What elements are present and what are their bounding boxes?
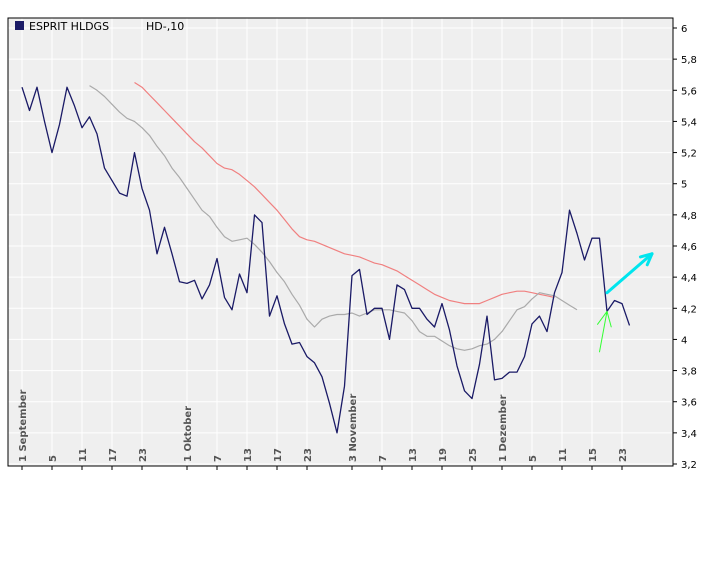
green-arrow [597,310,612,353]
plot-area [8,18,673,466]
y-tick-label: 5,8 [681,55,697,66]
legend: ESPRIT HLDGS HD-,10 [15,20,184,33]
y-tick-label: 5,6 [681,86,697,97]
x-tick-label: 7 [213,455,224,462]
x-tick-label: 1 September [18,389,29,462]
y-axis: 6 5,8 5,6 5,4 5,2 5 4,8 4,6 4,4 4,2 4 3,8 3,6 3,4 3,2 [673,24,697,471]
y-tick-label: 3,6 [681,398,697,409]
y-tick-label: 5,2 [681,149,697,160]
x-tick-label: 23 [138,448,149,462]
x-tick-label: 25 [468,448,479,462]
y-tick-label: 3,8 [681,367,697,378]
y-tick-label: 6 [681,24,687,35]
x-tick-label: 5 [528,455,539,462]
plot-frame [7,17,674,467]
legend-symbol: ESPRIT HLDGS [29,20,109,33]
x-tick-label: 19 [438,448,449,462]
x-tick-label: 1 Dezember [498,395,509,462]
y-tick-label: 3,4 [681,429,697,440]
x-tick-label: 1 Oktober [183,406,194,462]
x-tick-label: 15 [588,448,599,462]
y-tick-label: 5,4 [681,117,697,128]
x-tick-label: 13 [408,448,419,462]
y-tick-label: 3,2 [681,460,697,471]
x-tick-label: 13 [243,448,254,462]
y-tick-label: 5 [681,180,687,191]
legend-code: HD-,10 [146,20,184,33]
x-tick-label: 7 [378,455,389,462]
x-tick-label: 17 [108,448,119,462]
y-tick-label: 4,4 [681,273,697,284]
x-tick-label: 23 [303,448,314,462]
x-axis: 1 September 5 11 17 23 1 Oktober 7 13 17 23 3 Nove… [18,389,629,470]
x-tick-label: 5 [48,455,59,462]
grid-lines [8,18,673,466]
y-tick-label: 4,6 [681,242,697,253]
series-ma-short-line [89,85,578,351]
x-tick-label: 11 [558,448,569,462]
y-tick-label: 4,8 [681,211,697,222]
y-tick-label: 4,2 [681,304,697,315]
y-tick-label: 4 [681,335,687,346]
x-tick-label: 23 [618,448,629,462]
x-tick-label: 17 [273,448,284,462]
cyan-arrow [605,252,654,295]
x-tick-label: 3 November [348,394,359,462]
x-tick-label: 11 [78,448,89,462]
legend-swatch [15,21,24,30]
series-ma-long-line [134,81,555,305]
annotations-layer [597,252,654,353]
series-layer [21,81,631,434]
series-price-line [21,86,631,434]
